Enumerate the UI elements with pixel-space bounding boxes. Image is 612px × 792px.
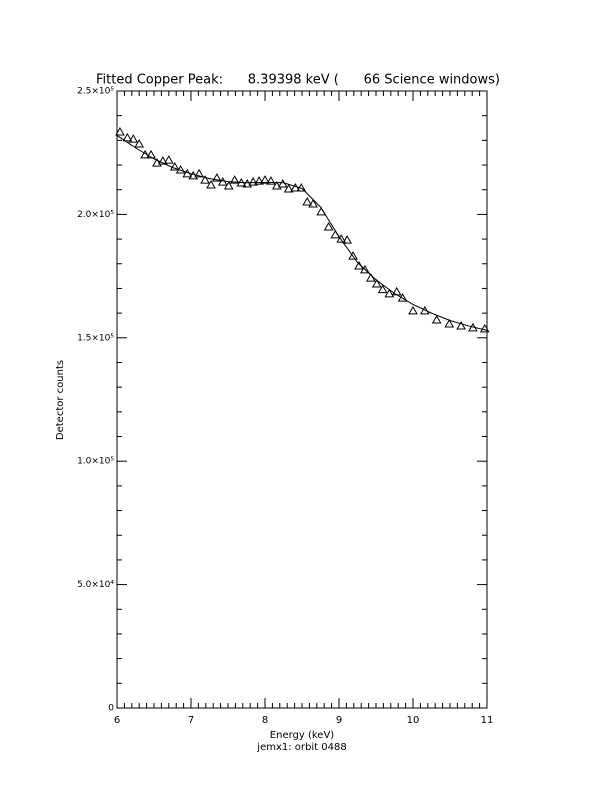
data-point [163, 155, 174, 164]
data-point [408, 305, 418, 315]
data-point [384, 288, 395, 298]
data-point [283, 183, 294, 193]
y-tick-label: 0 [108, 704, 114, 714]
x-tick-label: 10 [407, 715, 420, 726]
data-point [194, 168, 205, 178]
data-point [242, 179, 253, 188]
data-point [348, 251, 358, 260]
data-point [200, 175, 210, 184]
x-tick-label: 9 [336, 715, 342, 726]
data-point [391, 286, 402, 296]
data-point [266, 176, 276, 185]
x-tick-label: 7 [188, 715, 194, 726]
data-point [223, 181, 234, 190]
data-point [229, 175, 240, 184]
y-tick-label: 2.5×10⁵ [77, 87, 114, 97]
y-tick-label: 1.5×10⁵ [77, 333, 114, 343]
data-point [479, 323, 490, 333]
data-point [336, 234, 347, 243]
data-point [146, 149, 156, 159]
data-point [134, 139, 145, 148]
data-point [271, 181, 282, 190]
data-point [248, 177, 259, 186]
data-point [254, 176, 264, 185]
subtitle: jemx1: orbit 0488 [256, 742, 346, 753]
data-point [122, 132, 133, 142]
y-axis-label: Detector counts [55, 360, 66, 440]
data-point [308, 199, 318, 208]
data-point [431, 315, 442, 324]
data-point [169, 162, 180, 171]
data-point [115, 126, 125, 136]
data-point [206, 180, 216, 189]
plot-frame [116, 90, 488, 709]
data-point [342, 235, 353, 244]
data-point [365, 273, 376, 282]
data-point [128, 134, 139, 143]
data-point [152, 158, 162, 167]
data-point [444, 318, 455, 328]
x-axis-label: Energy (keV) [270, 730, 335, 741]
y-tick-label: 2.0×10⁵ [77, 210, 114, 220]
y-tick-label: 5.0×10⁴ [77, 580, 114, 590]
data-point [302, 197, 313, 206]
x-tick-label: 11 [481, 715, 494, 726]
data-point [377, 284, 388, 294]
x-tick-label: 8 [262, 715, 268, 726]
data-point [456, 320, 466, 330]
fit-line [116, 135, 488, 331]
data-point [360, 264, 370, 274]
data-point [158, 156, 168, 165]
data-point [323, 221, 334, 231]
data-point [188, 170, 199, 180]
data-point [212, 173, 222, 182]
data-point [371, 278, 382, 288]
data-point [260, 175, 270, 184]
chart-title: Fitted Copper Peak: 8.39398 keV ( 66 Sci… [96, 73, 500, 88]
x-tick-label: 6 [114, 715, 120, 726]
y-tick-label: 1.0×10⁵ [77, 457, 114, 467]
data-point [354, 260, 364, 270]
